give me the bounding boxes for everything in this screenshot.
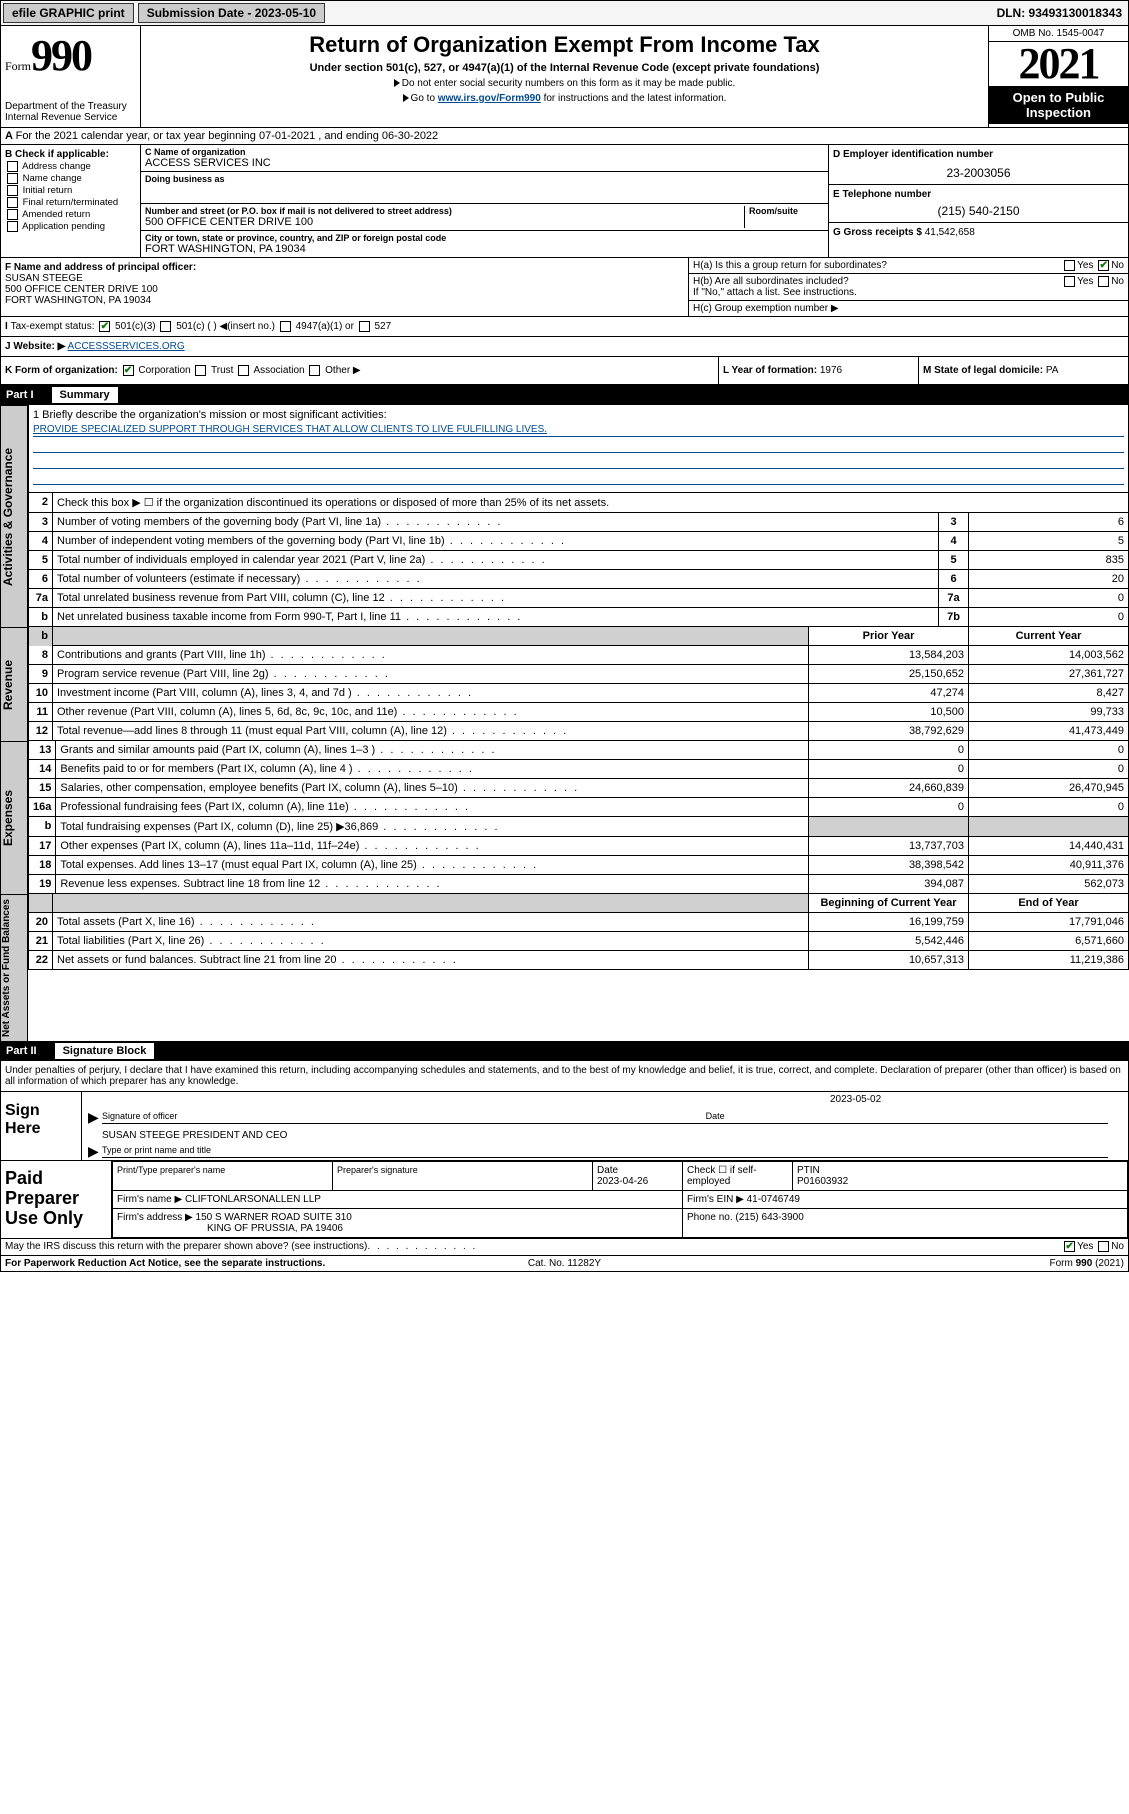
- subtitle2: Do not enter social security numbers on …: [402, 78, 735, 89]
- mission-text[interactable]: PROVIDE SPECIALIZED SUPPORT THROUGH SERV…: [33, 424, 547, 435]
- hb-no[interactable]: [1098, 276, 1109, 287]
- penalty-text: Under penalties of perjury, I declare th…: [1, 1061, 1128, 1091]
- rev-table: bPrior YearCurrent Year8Contributions an…: [28, 627, 1129, 741]
- subtitle1: Under section 501(c), 527, or 4947(a)(1)…: [147, 62, 982, 74]
- b-check-item[interactable]: Final return/terminated: [5, 197, 136, 208]
- sign-arrow-icon: ▶: [88, 1143, 99, 1160]
- firm-name: CLIFTONLARSONALLEN LLP: [185, 1194, 321, 1205]
- b-check-item[interactable]: Application pending: [5, 221, 136, 232]
- part2-header: Part II Signature Block: [0, 1041, 1129, 1061]
- city: FORT WASHINGTON, PA 19034: [145, 243, 824, 255]
- section-b-block: B Check if applicable: Address change Na…: [0, 145, 1129, 258]
- prep-date: 2023-04-26: [597, 1176, 648, 1187]
- discuss-row: May the IRS discuss this return with the…: [0, 1239, 1129, 1255]
- form-footer: Form 990 (2021): [751, 1258, 1124, 1269]
- year-formed: 1976: [820, 365, 842, 376]
- dept: Department of the Treasury Internal Reve…: [5, 101, 136, 123]
- paid-preparer-label: Paid Preparer Use Only: [1, 1161, 111, 1238]
- b-check-item[interactable]: Address change: [5, 161, 136, 172]
- signature-block: Under penalties of perjury, I declare th…: [0, 1061, 1129, 1239]
- section-f-h: F Name and address of principal officer:…: [0, 258, 1129, 317]
- gov-tab: Activities & Governance: [0, 405, 28, 627]
- b-check-item[interactable]: Initial return: [5, 185, 136, 196]
- cat-no: Cat. No. 11282Y: [378, 1258, 751, 1269]
- preparer-table: Print/Type preparer's name Preparer's si…: [112, 1161, 1128, 1238]
- b-label: B Check if applicable:: [5, 149, 136, 160]
- section-j: J Website: ▶ ACCESSSERVICES.ORG: [0, 337, 1129, 357]
- na-tab: Net Assets or Fund Balances: [0, 894, 28, 1041]
- sign-arrow-icon: ▶: [88, 1109, 99, 1126]
- b-check-item[interactable]: Name change: [5, 173, 136, 184]
- open-to-public: Open to Public Inspection: [989, 86, 1128, 124]
- mission-block: 1 Briefly describe the organization's mi…: [28, 405, 1129, 493]
- efile-btn[interactable]: efile GRAPHIC print: [3, 3, 134, 23]
- street: 500 OFFICE CENTER DRIVE 100: [145, 216, 744, 228]
- form-header: Form990 Department of the Treasury Inter…: [0, 26, 1129, 128]
- form-label: Form: [5, 59, 31, 73]
- firm-addr: 150 S WARNER ROAD SUITE 310: [196, 1212, 352, 1223]
- firm-ein: 41-0746749: [747, 1194, 800, 1205]
- rev-tab: Revenue: [0, 627, 28, 741]
- b-check-item[interactable]: Amended return: [5, 209, 136, 220]
- paperwork-notice: For Paperwork Reduction Act Notice, see …: [5, 1258, 378, 1269]
- ein: 23-2003056: [833, 166, 1124, 180]
- ha-no[interactable]: [1098, 260, 1109, 271]
- ptin: P01603932: [797, 1176, 848, 1187]
- gov-table: 2Check this box ▶ ☐ if the organization …: [28, 493, 1129, 627]
- i-501c3[interactable]: [99, 321, 110, 332]
- hb-yes[interactable]: [1064, 276, 1075, 287]
- arrow-icon: [403, 94, 409, 102]
- exp-table: 13Grants and similar amounts paid (Part …: [28, 741, 1129, 894]
- part1-header: Part I Summary: [0, 385, 1129, 405]
- domicile: PA: [1046, 365, 1059, 376]
- org-name: ACCESS SERVICES INC: [145, 157, 824, 169]
- sign-here-label: Sign Here: [1, 1092, 81, 1160]
- irs-link[interactable]: www.irs.gov/Form990: [438, 93, 541, 104]
- discuss-yes[interactable]: [1064, 1241, 1075, 1252]
- k-corp[interactable]: [123, 365, 134, 376]
- phone: (215) 540-2150: [833, 204, 1124, 218]
- ha-yes[interactable]: [1064, 260, 1075, 271]
- section-i: I Tax-exempt status: 501(c)(3) 501(c) ( …: [0, 317, 1129, 337]
- form-number: 990: [31, 31, 91, 80]
- firm-phone: (215) 643-3900: [735, 1212, 803, 1223]
- officer-name: SUSAN STEEGE: [5, 273, 684, 284]
- topbar: efile GRAPHIC print Submission Date - 20…: [0, 0, 1129, 26]
- sub-date: Submission Date - 2023-05-10: [138, 3, 325, 23]
- sign-date: 2023-05-02: [828, 1092, 1128, 1107]
- arrow-icon: [394, 79, 400, 87]
- dln: DLN: 93493130018343: [991, 4, 1128, 22]
- form-title: Return of Organization Exempt From Incom…: [147, 32, 982, 58]
- na-table: Beginning of Current YearEnd of Year20To…: [28, 894, 1129, 970]
- tax-year: 2021: [989, 42, 1128, 86]
- discuss-no[interactable]: [1098, 1241, 1109, 1252]
- gross-receipts: 41,542,658: [925, 227, 975, 238]
- section-klm: K Form of organization: Corporation Trus…: [0, 357, 1129, 385]
- exp-tab: Expenses: [0, 741, 28, 894]
- website-link[interactable]: ACCESSSERVICES.ORG: [68, 341, 185, 352]
- section-a: A For the 2021 calendar year, or tax yea…: [0, 128, 1129, 145]
- officer-sig-name: SUSAN STEEGE PRESIDENT AND CEO: [82, 1126, 1128, 1141]
